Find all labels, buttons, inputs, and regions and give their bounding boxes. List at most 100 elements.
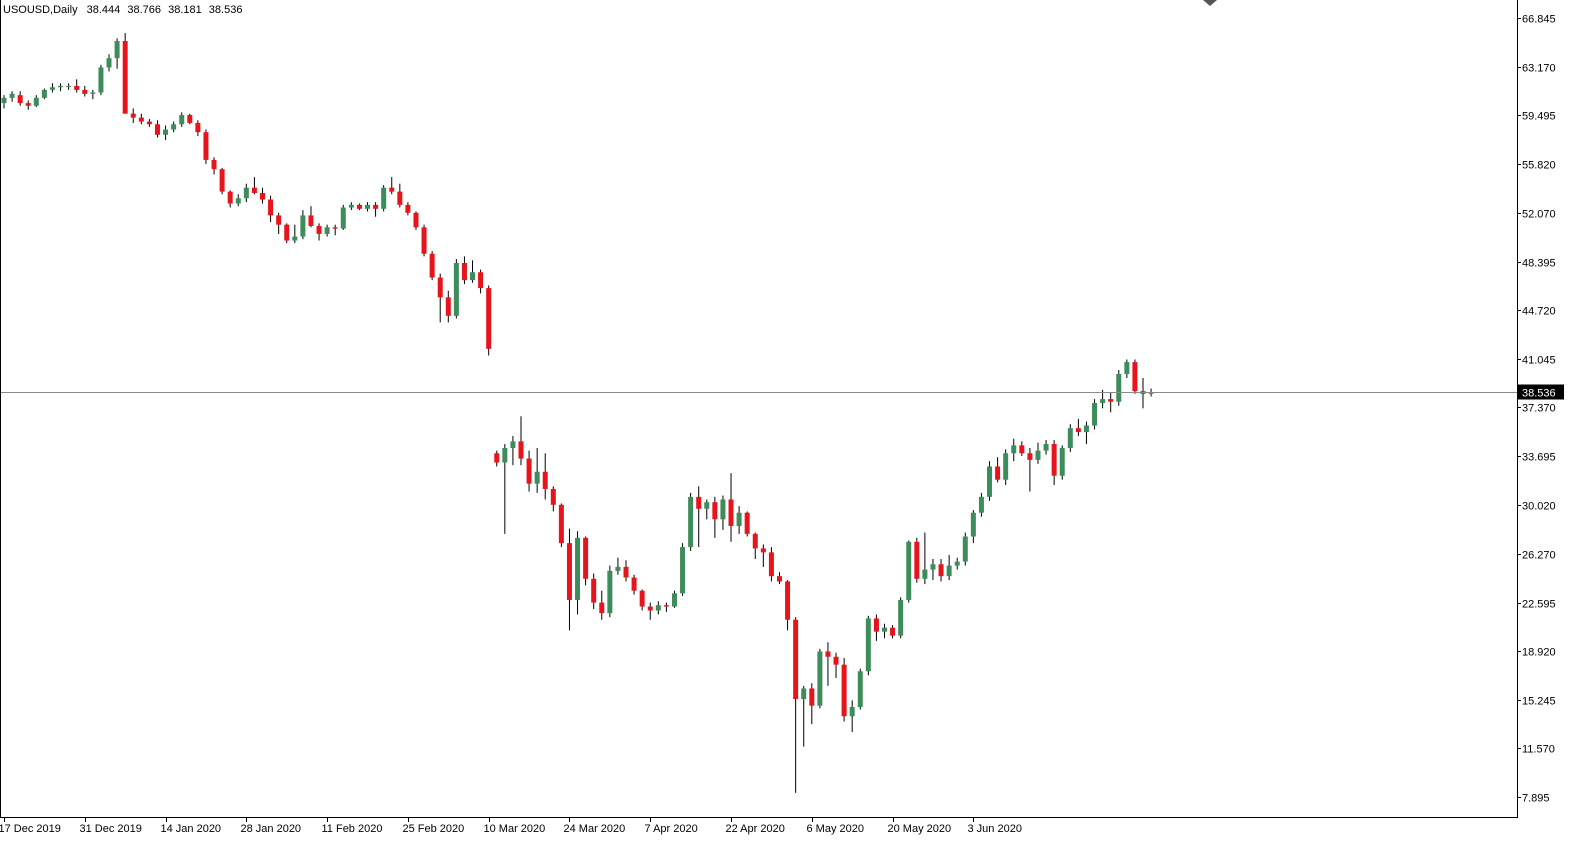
candle-body [542, 471, 548, 489]
current-price-label: 38.536 [1518, 384, 1564, 400]
candle-body [74, 85, 80, 90]
candle-body [1011, 445, 1017, 454]
candle-body [1132, 362, 1138, 392]
candle [429, 251, 435, 281]
candle [1124, 359, 1130, 378]
candle [348, 202, 354, 211]
candle-body [930, 564, 936, 570]
candle [938, 558, 944, 582]
candle-body [760, 548, 766, 553]
candle [825, 642, 831, 686]
candle [776, 572, 782, 585]
candle [623, 560, 629, 582]
candle [9, 91, 15, 102]
time-tick-label: 22 Apr 2020 [726, 823, 785, 835]
time-tick-label: 25 Feb 2020 [403, 823, 465, 835]
candle [33, 95, 39, 108]
candle [946, 555, 952, 581]
candle [704, 499, 710, 520]
candle-body [1027, 453, 1033, 460]
candle-body [25, 103, 31, 106]
candle [365, 202, 371, 212]
candle-body [696, 496, 702, 509]
chart-shift-marker-icon[interactable] [1203, 0, 1217, 6]
price-tick-label: 11.570 [1522, 744, 1555, 756]
candle-body [461, 262, 467, 281]
candle-body [550, 488, 556, 505]
candle-body [623, 566, 629, 578]
candle [712, 496, 718, 538]
candle [74, 79, 80, 93]
price-tick-label: 59.495 [1522, 111, 1556, 123]
candle [914, 537, 920, 583]
candle [461, 256, 467, 285]
candle-body [526, 458, 532, 484]
candle-body [373, 204, 379, 209]
candle-body [1108, 399, 1114, 402]
candle-body [114, 40, 120, 59]
time-tick-label: 14 Jan 2020 [161, 823, 222, 835]
candle-body [429, 253, 435, 278]
candle-body [785, 581, 791, 620]
candle-body [348, 204, 354, 208]
candle-body [203, 132, 209, 160]
candle [276, 212, 282, 234]
candle [453, 259, 459, 319]
candle-body [171, 124, 177, 130]
candle-body [865, 618, 871, 672]
ohlc-high: 38.766 [127, 4, 161, 16]
candle-body [890, 627, 896, 636]
candle [655, 601, 661, 615]
candle-body [833, 656, 839, 665]
candle [1092, 399, 1098, 430]
candle-body [1067, 428, 1073, 448]
candle [1075, 418, 1081, 437]
candle [631, 574, 637, 595]
candle-body [655, 605, 661, 611]
time-tick-label: 10 Mar 2020 [484, 823, 546, 835]
candle [906, 540, 912, 603]
candle-body [413, 212, 419, 228]
candle-body [187, 114, 193, 123]
candle-body [453, 262, 459, 316]
candle [736, 506, 742, 534]
candle-body [1083, 425, 1089, 433]
candle-body [566, 543, 572, 600]
candle-body [776, 576, 782, 582]
candle-body [825, 651, 831, 657]
price-tick-label: 41.045 [1522, 355, 1556, 367]
time-tick-label: 17 Dec 2019 [0, 823, 61, 835]
candle [768, 547, 774, 582]
candle-body [768, 552, 774, 577]
candle [1108, 392, 1114, 413]
candle [251, 177, 257, 195]
time-tick-label: 31 Dec 2019 [80, 823, 142, 835]
candle-body [356, 204, 362, 209]
candle [154, 120, 160, 138]
candle [962, 532, 968, 566]
candle-body [680, 547, 686, 594]
price-tick-label: 63.170 [1522, 63, 1556, 75]
candle-body [817, 651, 823, 706]
candle-body [712, 502, 718, 520]
candle-body [882, 627, 888, 632]
candle [550, 486, 556, 512]
candle [494, 450, 500, 467]
candle [575, 531, 581, 615]
candle-body [688, 496, 694, 548]
candle [122, 33, 128, 114]
candle-body [599, 602, 605, 614]
candle-body [421, 227, 427, 254]
candle-body [962, 536, 968, 562]
candle-body [1100, 399, 1106, 404]
candle [744, 511, 750, 537]
candle-body [857, 671, 863, 707]
candle [98, 64, 104, 96]
candle [340, 204, 346, 230]
ohlc-close: 38.536 [209, 4, 243, 16]
candle [558, 503, 564, 548]
candle [1035, 442, 1041, 464]
candle-body [1148, 392, 1154, 394]
